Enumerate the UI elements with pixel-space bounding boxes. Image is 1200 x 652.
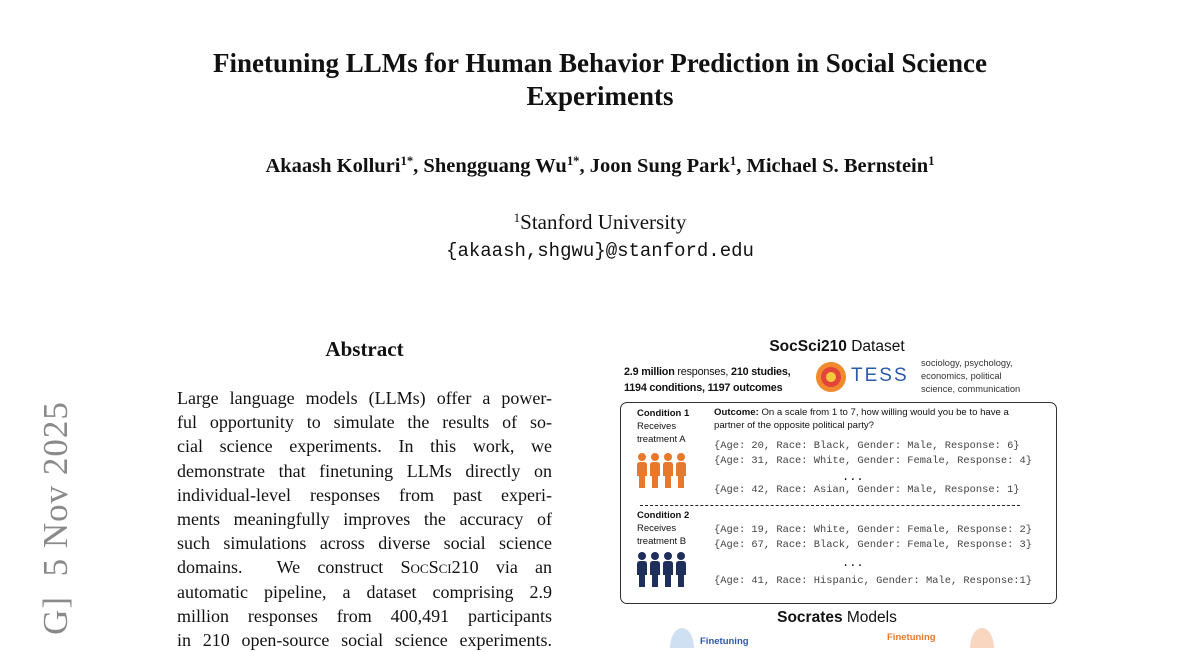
model-blob	[670, 628, 694, 648]
finetuning-label: Finetuning	[700, 636, 749, 647]
response: {Age: 42, Race: Asian, Gender: Male, Res…	[714, 484, 1020, 496]
stats-text: responses,	[674, 366, 732, 378]
response: {Age: 67, Race: Black, Gender: Female, R…	[714, 539, 1033, 551]
response: {Age: 19, Race: White, Gender: Female, R…	[714, 524, 1033, 536]
people-icon-a	[637, 453, 686, 488]
condition-name: Condition 1	[637, 408, 690, 419]
models-title: Socrates Models	[620, 609, 1054, 627]
abstract-line: Large language models (LLMs) offer a pow…	[177, 388, 552, 408]
abstract-line: domains. We construct SocSci210 via an	[177, 555, 552, 579]
outcome: Outcome: On a scale from 1 to 7, how wil…	[714, 407, 1009, 432]
title-line: Experiments	[526, 81, 674, 111]
models-art	[670, 628, 994, 648]
dataset-name: SocSci210	[400, 557, 479, 578]
email: {akaash,shgwu}@stanford.edu	[446, 240, 754, 262]
condition-text: treatment A	[637, 434, 686, 445]
dataset-title-bold: SocSci210	[769, 338, 847, 355]
abstract-line: demonstrate that finetuning LLMs directl…	[177, 460, 552, 481]
domain-line: science, communication	[921, 384, 1021, 394]
affiliation-name: Stanford University	[520, 210, 687, 234]
ellipsis: ...	[842, 556, 864, 570]
author-name: Michael S. Bernstein	[746, 155, 929, 177]
response: {Age: 31, Race: White, Gender: Female, R…	[714, 455, 1033, 467]
abstract-line: ments meaningfully improves the accuracy…	[177, 508, 552, 529]
condition-name: Condition 2	[637, 510, 690, 521]
author-name: Joon Sung Park	[589, 155, 730, 177]
dataset-title: SocSci210 Dataset	[620, 338, 1054, 356]
arxiv-stamp: G] 5 Nov 2025	[36, 401, 75, 635]
dataset-box	[620, 402, 1057, 604]
abstract-heading: Abstract	[325, 337, 404, 361]
stats-line: 1194 conditions, 1197 outcomes	[624, 380, 790, 396]
abstract-line: cial science experiments. In this work, …	[177, 436, 552, 457]
stats-text: 2.9 million	[624, 366, 675, 378]
condition-label: Condition 2 Receives treatment B	[637, 509, 689, 548]
abstract-body: Large language models (LLMs) offer a pow…	[177, 386, 552, 652]
author-name: Akaash Kolluri	[265, 155, 401, 177]
abstract-text: domains. We construct	[177, 557, 401, 578]
ellipsis: ...	[842, 470, 864, 484]
outcome-label: Outcome:	[714, 407, 759, 418]
tess-logo: TESS	[851, 365, 909, 386]
dataset-stats: 2.9 million responses, 210 studies, 1194 …	[624, 364, 791, 396]
author-mark: 1	[928, 154, 935, 169]
author-separator: ,	[579, 155, 585, 177]
author-mark: 1	[729, 154, 737, 169]
response: {Age: 41, Race: Hispanic, Gender: Male, …	[714, 575, 1033, 587]
condition-text: treatment B	[637, 536, 687, 547]
outcome-line: On a scale from 1 to 7, how willing woul…	[758, 407, 1009, 418]
stats-text: 210 studies,	[731, 366, 791, 378]
models-title-rest: Models	[842, 609, 897, 626]
sun-core	[826, 372, 836, 382]
models-title-bold: Socrates	[777, 609, 843, 626]
domain-line: economics, political	[921, 371, 1002, 381]
affiliation: 1Stanford University	[0, 210, 1200, 235]
abstract-line: ful opportunity to simulate the results …	[177, 412, 552, 433]
domain-line: sociology, psychology,	[921, 358, 1013, 368]
condition-divider	[640, 505, 1020, 506]
people-icon-b	[637, 552, 686, 587]
abstract-line: in 210 open-source social science experi…	[177, 629, 552, 650]
abstract-text: via an	[478, 557, 553, 578]
abstract-line: million responses from 400,491 participa…	[177, 605, 552, 626]
abstract-line: such simulations across diverse social s…	[177, 533, 552, 554]
author-mark: 1*	[566, 154, 580, 169]
stats-text: 1194 conditions, 1197 outcomes	[624, 382, 783, 394]
author-mark: 1*	[400, 154, 414, 169]
condition-text: Receives	[637, 421, 677, 432]
abstract-line: automatic pipeline, a dataset comprising…	[177, 581, 552, 602]
tess-sun-icon	[816, 362, 846, 392]
author-name: Shengguang Wu	[423, 155, 567, 177]
condition-label: Condition 1 Receives treatment A	[637, 407, 689, 446]
condition-text: Receives	[637, 523, 677, 534]
affiliation-mark: 1	[513, 209, 521, 225]
author-separator: ,	[413, 155, 419, 177]
author-separator: ,	[736, 155, 742, 177]
model-blob	[970, 628, 994, 648]
authors: Akaash Kolluri1*, Shengguang Wu1*, Joon …	[0, 155, 1200, 178]
title-line: Finetuning LLMs for Human Behavior Predi…	[212, 48, 988, 78]
domains: sociology, psychology, economics, politic…	[921, 357, 1020, 396]
dataset-title-rest: Dataset	[846, 338, 905, 355]
response: {Age: 20, Race: Black, Gender: Male, Res…	[714, 440, 1020, 452]
outcome-line: partner of the opposite political party?	[714, 419, 874, 431]
abstract-line: individual-level responses from past exp…	[177, 484, 552, 505]
stats-line: 2.9 million responses, 210 studies,	[624, 364, 791, 380]
finetuning-label: Finetuning	[887, 632, 936, 643]
